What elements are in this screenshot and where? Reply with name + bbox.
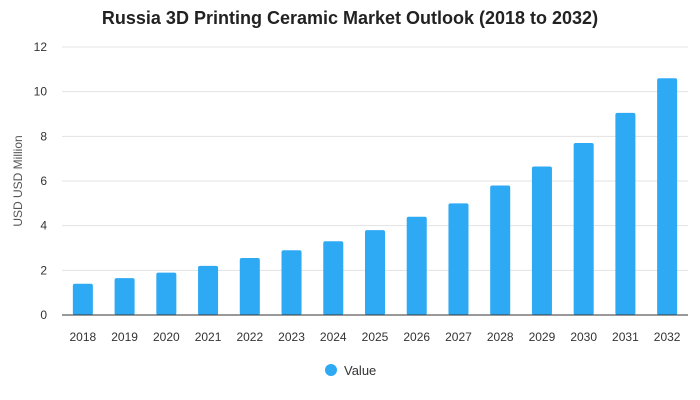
- y-tick-label: 2: [40, 263, 47, 277]
- bar-2018[interactable]: [72, 283, 93, 315]
- x-tick-label: 2020: [153, 330, 180, 344]
- bars: [72, 78, 678, 316]
- legend-marker-value: [325, 364, 337, 376]
- bar-2021[interactable]: [198, 265, 219, 315]
- y-axis-ticks: 0 2 4 6 8 10 12: [34, 40, 48, 322]
- bar-2030[interactable]: [573, 143, 594, 315]
- y-tick-label: 4: [40, 219, 47, 233]
- y-tick-label: 6: [40, 174, 47, 188]
- x-tick-label: 2030: [570, 330, 597, 344]
- bar-2025[interactable]: [364, 230, 386, 315]
- x-tick-label: 2021: [195, 330, 222, 344]
- x-tick-label: 2032: [654, 330, 681, 344]
- chart-title: Russia 3D Printing Ceramic Market Outloo…: [101, 8, 599, 28]
- y-tick-label: 8: [40, 129, 47, 143]
- x-tick-label: 2018: [70, 330, 97, 344]
- x-tick-label: 2027: [445, 330, 472, 344]
- bar-2027[interactable]: [448, 203, 469, 315]
- y-tick-label: 10: [34, 85, 48, 99]
- bar-2028[interactable]: [490, 185, 511, 315]
- x-tick-label: 2029: [529, 330, 556, 344]
- x-tick-label: 2024: [320, 330, 347, 344]
- y-axis-label: USD USD Million: [11, 135, 25, 226]
- x-tick-label: 2023: [278, 330, 305, 344]
- x-axis-ticks: 2018 2019 2020 2021 2022 2023 2024 2025 2026 2027…: [70, 330, 681, 344]
- bar-2023[interactable]: [281, 250, 302, 315]
- x-tick-label: 2026: [403, 330, 430, 344]
- x-tick-label: 2025: [362, 330, 389, 344]
- bar-2032[interactable]: [657, 78, 678, 316]
- x-tick-label: 2031: [612, 330, 639, 344]
- bar-2029[interactable]: [531, 166, 552, 315]
- bar-2026[interactable]: [406, 216, 427, 315]
- legend-label-value: Value: [344, 363, 376, 378]
- bar-2024[interactable]: [323, 241, 344, 315]
- bar-2020[interactable]: [156, 272, 177, 315]
- x-tick-label: 2022: [236, 330, 263, 344]
- x-tick-label: 2028: [487, 330, 514, 344]
- bar-2022[interactable]: [239, 258, 260, 315]
- bar-2031[interactable]: [615, 112, 636, 315]
- legend[interactable]: Value: [325, 363, 376, 378]
- y-tick-label: 0: [40, 308, 47, 322]
- bar-2019[interactable]: [114, 278, 135, 315]
- x-tick-label: 2019: [111, 330, 138, 344]
- y-tick-label: 12: [34, 40, 48, 54]
